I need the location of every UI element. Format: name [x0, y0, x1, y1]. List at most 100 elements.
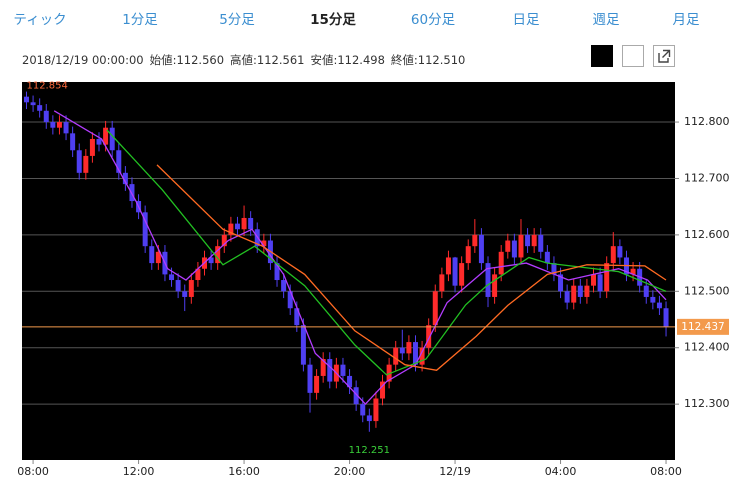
candle-body — [432, 291, 438, 326]
candle-body — [465, 246, 471, 264]
candle-body — [643, 285, 649, 297]
candle-body — [597, 274, 603, 292]
y-tick-label: 112.500 — [684, 284, 730, 297]
candle-body — [492, 274, 498, 297]
x-tick-label: 12/19 — [439, 465, 471, 478]
tab[interactable]: 15分足 — [310, 12, 356, 28]
candle-body — [195, 268, 201, 281]
y-tick-label: 112.800 — [684, 115, 730, 128]
theme-light-button[interactable] — [622, 45, 644, 67]
candle-body — [452, 257, 458, 286]
candle-body — [525, 234, 531, 247]
candle-body — [472, 234, 478, 247]
x-tick-label: 08:00 — [650, 465, 682, 478]
info-value: 112.498 — [337, 53, 385, 67]
candle-body — [175, 280, 181, 292]
candle-body — [498, 251, 504, 275]
candle-body — [208, 257, 214, 264]
candle-body — [511, 240, 517, 258]
tab[interactable]: 60分足 — [411, 12, 456, 28]
tab[interactable]: 月足 — [673, 12, 701, 28]
x-tick-label: 16:00 — [228, 465, 260, 478]
candle-body — [630, 268, 636, 275]
info-value: 112.510 — [418, 53, 466, 67]
tab[interactable]: 1分足 — [122, 12, 158, 28]
min-label: 112.251 — [349, 445, 390, 456]
y-tick-label: 112.700 — [684, 171, 730, 184]
candle-body — [215, 246, 221, 264]
candle-body — [340, 364, 346, 376]
x-tick-label: 04:00 — [545, 465, 577, 478]
candle-body — [485, 263, 491, 297]
candle-body — [116, 150, 122, 173]
price-label-box — [677, 318, 729, 335]
candle-body — [43, 110, 49, 123]
tab[interactable]: 日足 — [513, 12, 541, 28]
candle-body — [591, 274, 597, 286]
tab[interactable]: 週足 — [593, 12, 621, 28]
moving-average-line — [106, 129, 667, 376]
candle-body — [182, 291, 188, 297]
candle-body — [241, 217, 247, 230]
candle-body — [347, 375, 353, 388]
candle-body — [426, 325, 432, 348]
candle-body — [320, 359, 326, 376]
candle-body — [155, 251, 161, 264]
theme-dark-button[interactable] — [591, 45, 613, 67]
candle-body — [353, 387, 359, 405]
candle-body — [300, 325, 306, 365]
candle-body — [406, 342, 412, 354]
candle-body — [23, 96, 29, 103]
info-label: 終値: — [391, 53, 418, 67]
x-tick-label: 20:00 — [334, 465, 366, 478]
candle-body — [617, 246, 623, 258]
candle-body — [478, 234, 484, 264]
candle-body — [103, 127, 109, 145]
candle-body — [459, 263, 465, 286]
candle-body — [307, 364, 313, 393]
info-datetime: 2018/12/19 00:00:00 — [22, 53, 144, 67]
candle-body — [109, 127, 115, 151]
candle-body — [76, 150, 82, 173]
y-tick-label: 112.400 — [684, 341, 730, 354]
candle-body — [314, 375, 320, 393]
candle-body — [221, 234, 227, 247]
candle-body — [544, 251, 550, 264]
candle-body — [439, 274, 445, 292]
candle-body — [169, 274, 175, 281]
info-label: 高値: — [230, 53, 257, 67]
candle-body — [63, 122, 69, 134]
candle-body — [577, 285, 583, 297]
candle-body — [248, 217, 254, 230]
candle-body — [380, 381, 386, 399]
candle-body — [287, 291, 293, 309]
popout-icon — [658, 49, 671, 63]
x-tick-label: 08:00 — [17, 465, 49, 478]
candle-body — [70, 133, 76, 151]
candle-body — [327, 359, 333, 382]
candle-body — [281, 280, 287, 292]
candle-body — [663, 308, 669, 327]
candle-body — [294, 308, 300, 326]
popout-button[interactable] — [653, 45, 675, 67]
candle-body — [558, 274, 564, 292]
candle-body — [56, 122, 62, 128]
candle-body — [122, 172, 128, 185]
candle-body — [360, 404, 366, 416]
info-label: 始値: — [150, 53, 177, 67]
candle-body — [149, 246, 155, 264]
candle-body — [445, 257, 451, 275]
candle-body — [393, 347, 399, 365]
tab[interactable]: 5分足 — [219, 12, 255, 28]
candle-body — [373, 398, 379, 422]
candle-body — [650, 296, 656, 303]
candle-body — [50, 122, 56, 128]
candle-body — [551, 263, 557, 275]
chart: 112.300 112.400 112.500 112.600 112.700 112.8… — [17, 81, 729, 478]
tab[interactable]: ティック — [13, 12, 66, 28]
candle-body — [518, 234, 524, 258]
candle-body — [505, 240, 511, 252]
candle-body — [228, 223, 234, 235]
candle-body — [96, 138, 102, 145]
